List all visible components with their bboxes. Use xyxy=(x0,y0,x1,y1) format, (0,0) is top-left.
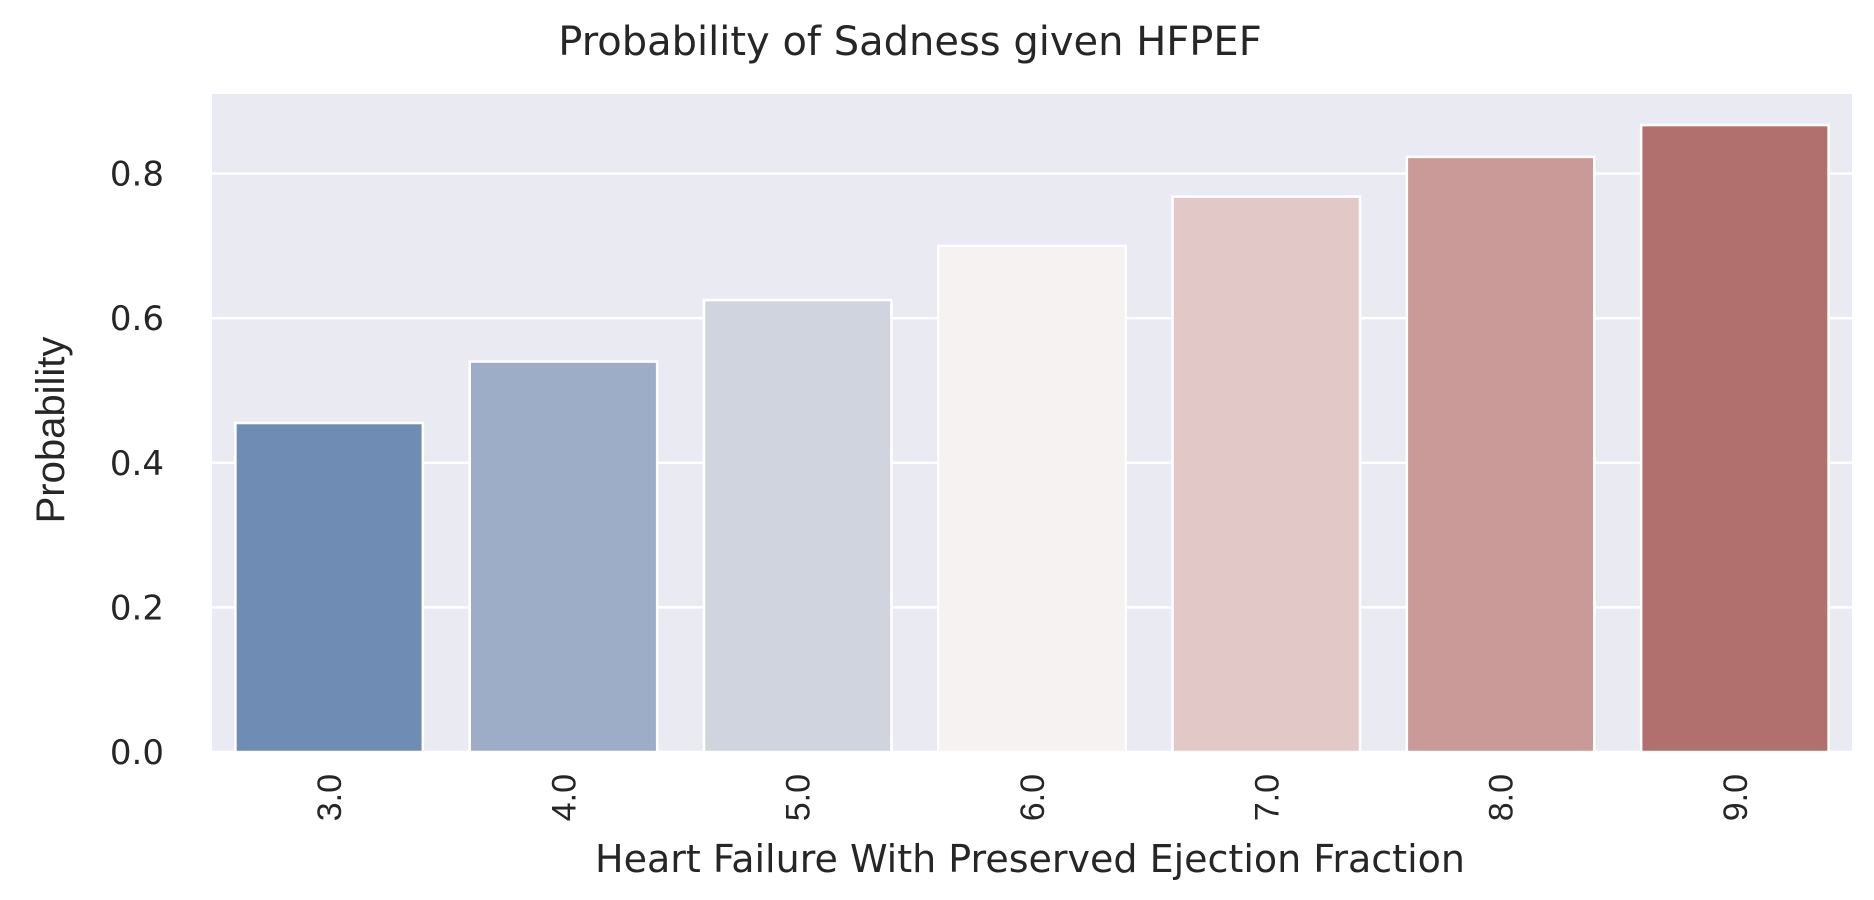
y-tick-label: 0.6 xyxy=(110,299,164,339)
y-tick-label: 0.8 xyxy=(110,155,164,195)
y-axis-ticks: 0.0 0.2 0.4 0.6 0.8 xyxy=(110,155,164,773)
x-tick-label: 7.0 xyxy=(1248,774,1286,821)
x-tick-label: 8.0 xyxy=(1483,774,1521,821)
bars xyxy=(234,123,1830,754)
y-tick-label: 0.4 xyxy=(110,444,164,484)
x-axis-label: Heart Failure With Preserved Ejection Fr… xyxy=(595,837,1465,881)
x-tick-label: 4.0 xyxy=(545,774,583,821)
bar-3.0 xyxy=(234,421,425,754)
bar-8.0 xyxy=(1405,155,1596,754)
x-axis-ticks: 3.0 4.0 5.0 6.0 7.0 8.0 9.0 xyxy=(311,774,1755,821)
y-tick-label: 0.0 xyxy=(110,733,164,773)
x-tick-label: 5.0 xyxy=(780,774,818,821)
x-tick-label: 6.0 xyxy=(1014,774,1052,821)
bar-5.0 xyxy=(702,298,893,754)
y-tick-label: 0.2 xyxy=(110,588,164,628)
bar-4.0 xyxy=(468,360,659,754)
x-tick-label: 3.0 xyxy=(311,774,349,821)
x-tick-label: 9.0 xyxy=(1717,774,1755,821)
bar-7.0 xyxy=(1171,195,1362,754)
chart-title: Probability of Sadness given HFPEF xyxy=(558,19,1261,65)
bar-9.0 xyxy=(1639,123,1830,754)
bar-6.0 xyxy=(937,244,1127,754)
y-axis-label: Probability xyxy=(29,337,73,524)
